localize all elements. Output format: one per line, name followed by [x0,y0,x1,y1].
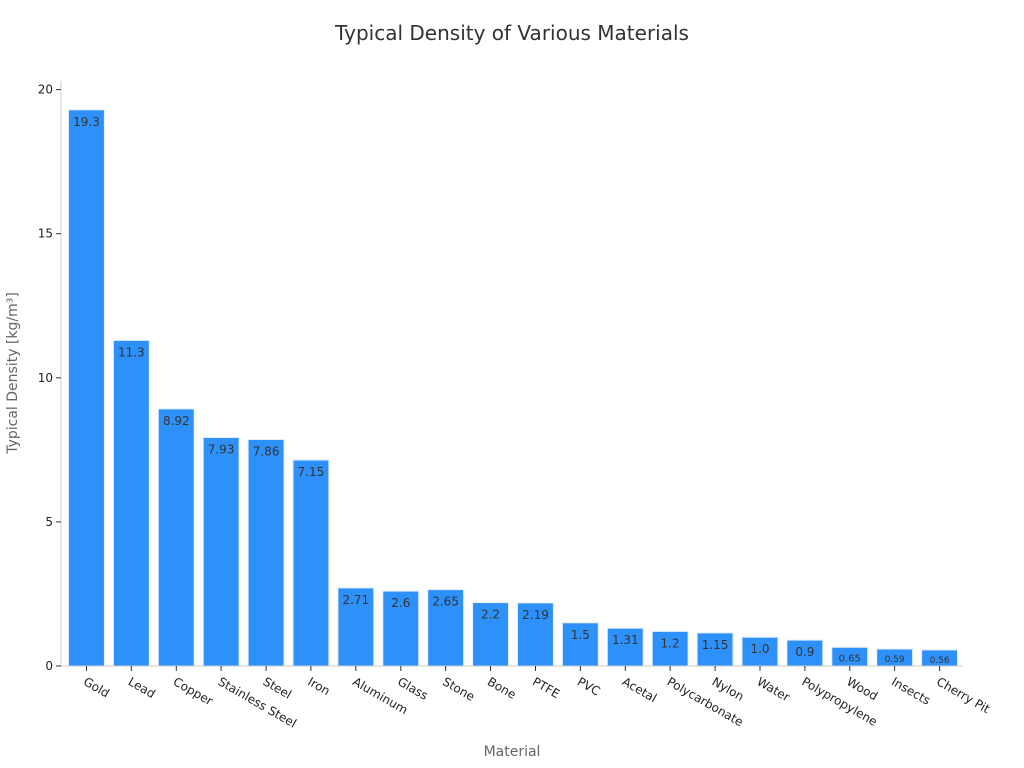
bar-copper [157,408,195,667]
bar-value-label: 7.15 [298,465,325,479]
bar-value-label: 2.2 [481,608,500,622]
x-tick-label: Acetal [620,674,659,705]
bar-value-label: 0.65 [839,653,861,664]
bar-value-label: 2.19 [522,608,549,622]
bar-value-label: 7.93 [208,443,235,457]
x-tick-label: PTFE [530,674,562,701]
bar-lead [112,339,150,667]
bar-value-label: 0.9 [795,645,814,659]
x-tick-label: Gold [81,674,112,700]
y-axis-title: Typical Density [kg/m³] [5,292,21,455]
y-tick-label: 20 [38,83,53,97]
bar-value-label: 19.3 [73,115,100,129]
bar-value-label: 2.65 [432,595,459,609]
bar-pvc [561,622,599,667]
bars-group [68,109,958,667]
bar-value-label: 1.0 [750,642,769,656]
bar-steel [247,439,285,667]
x-tick-label: Polycarbonate [665,674,746,729]
bar-value-label: 1.31 [612,633,639,647]
x-tick-label: Steel [261,674,294,701]
x-tick-label: Cherry Pit [934,674,992,716]
bar-stone [427,589,465,667]
y-tick-label: 0 [45,659,53,673]
x-tick-label: Stone [440,674,477,703]
bar-value-label: 7.86 [253,445,280,459]
x-tick-label: Bone [485,674,518,701]
bar-value-label: 11.3 [118,345,145,359]
x-tick-label: Insects [889,674,933,707]
bar-bone [472,602,510,667]
x-tick-label: Copper [171,674,216,708]
bar-water [741,636,779,667]
bar-value-label: 1.5 [571,628,590,642]
bar-stainless-steel [202,437,240,667]
x-tick-label: PVC [575,674,603,698]
bar-value-label: 1.15 [702,638,729,652]
bar-glass [382,590,420,667]
bar-value-label: 8.92 [163,414,190,428]
bar-value-label: 1.2 [661,636,680,650]
chart-title: Typical Density of Various Materials [334,21,689,45]
y-tick-label: 15 [38,227,53,241]
bar-aluminum [337,587,375,667]
y-ticks-group: 0 5 10 15 20 [38,83,61,673]
bar-value-label: 0.56 [930,656,950,666]
x-tick-label: Lead [126,674,158,701]
bar-iron [292,459,330,667]
x-tick-label: Polypropylene [799,674,879,728]
bar-labels-group: 19.3 11.3 8.92 7.93 7.86 7.15 2.71 2.6 2.65 2.2 2.… [73,115,950,666]
bar-value-label: 0.59 [885,655,905,665]
x-tick-label: Stainless Steel [216,674,299,730]
y-tick-label: 5 [45,515,53,529]
bar-value-label: 2.71 [342,593,369,607]
x-axis-title: Material [484,744,541,760]
bar-polycarbonate [651,630,689,667]
bar-value-label: 2.6 [391,596,410,610]
y-tick-label: 10 [38,371,53,385]
bar-polypropylene [786,639,824,667]
x-tick-label: Water [755,674,793,704]
bar-gold [68,109,105,667]
x-tick-label: Iron [305,674,332,698]
